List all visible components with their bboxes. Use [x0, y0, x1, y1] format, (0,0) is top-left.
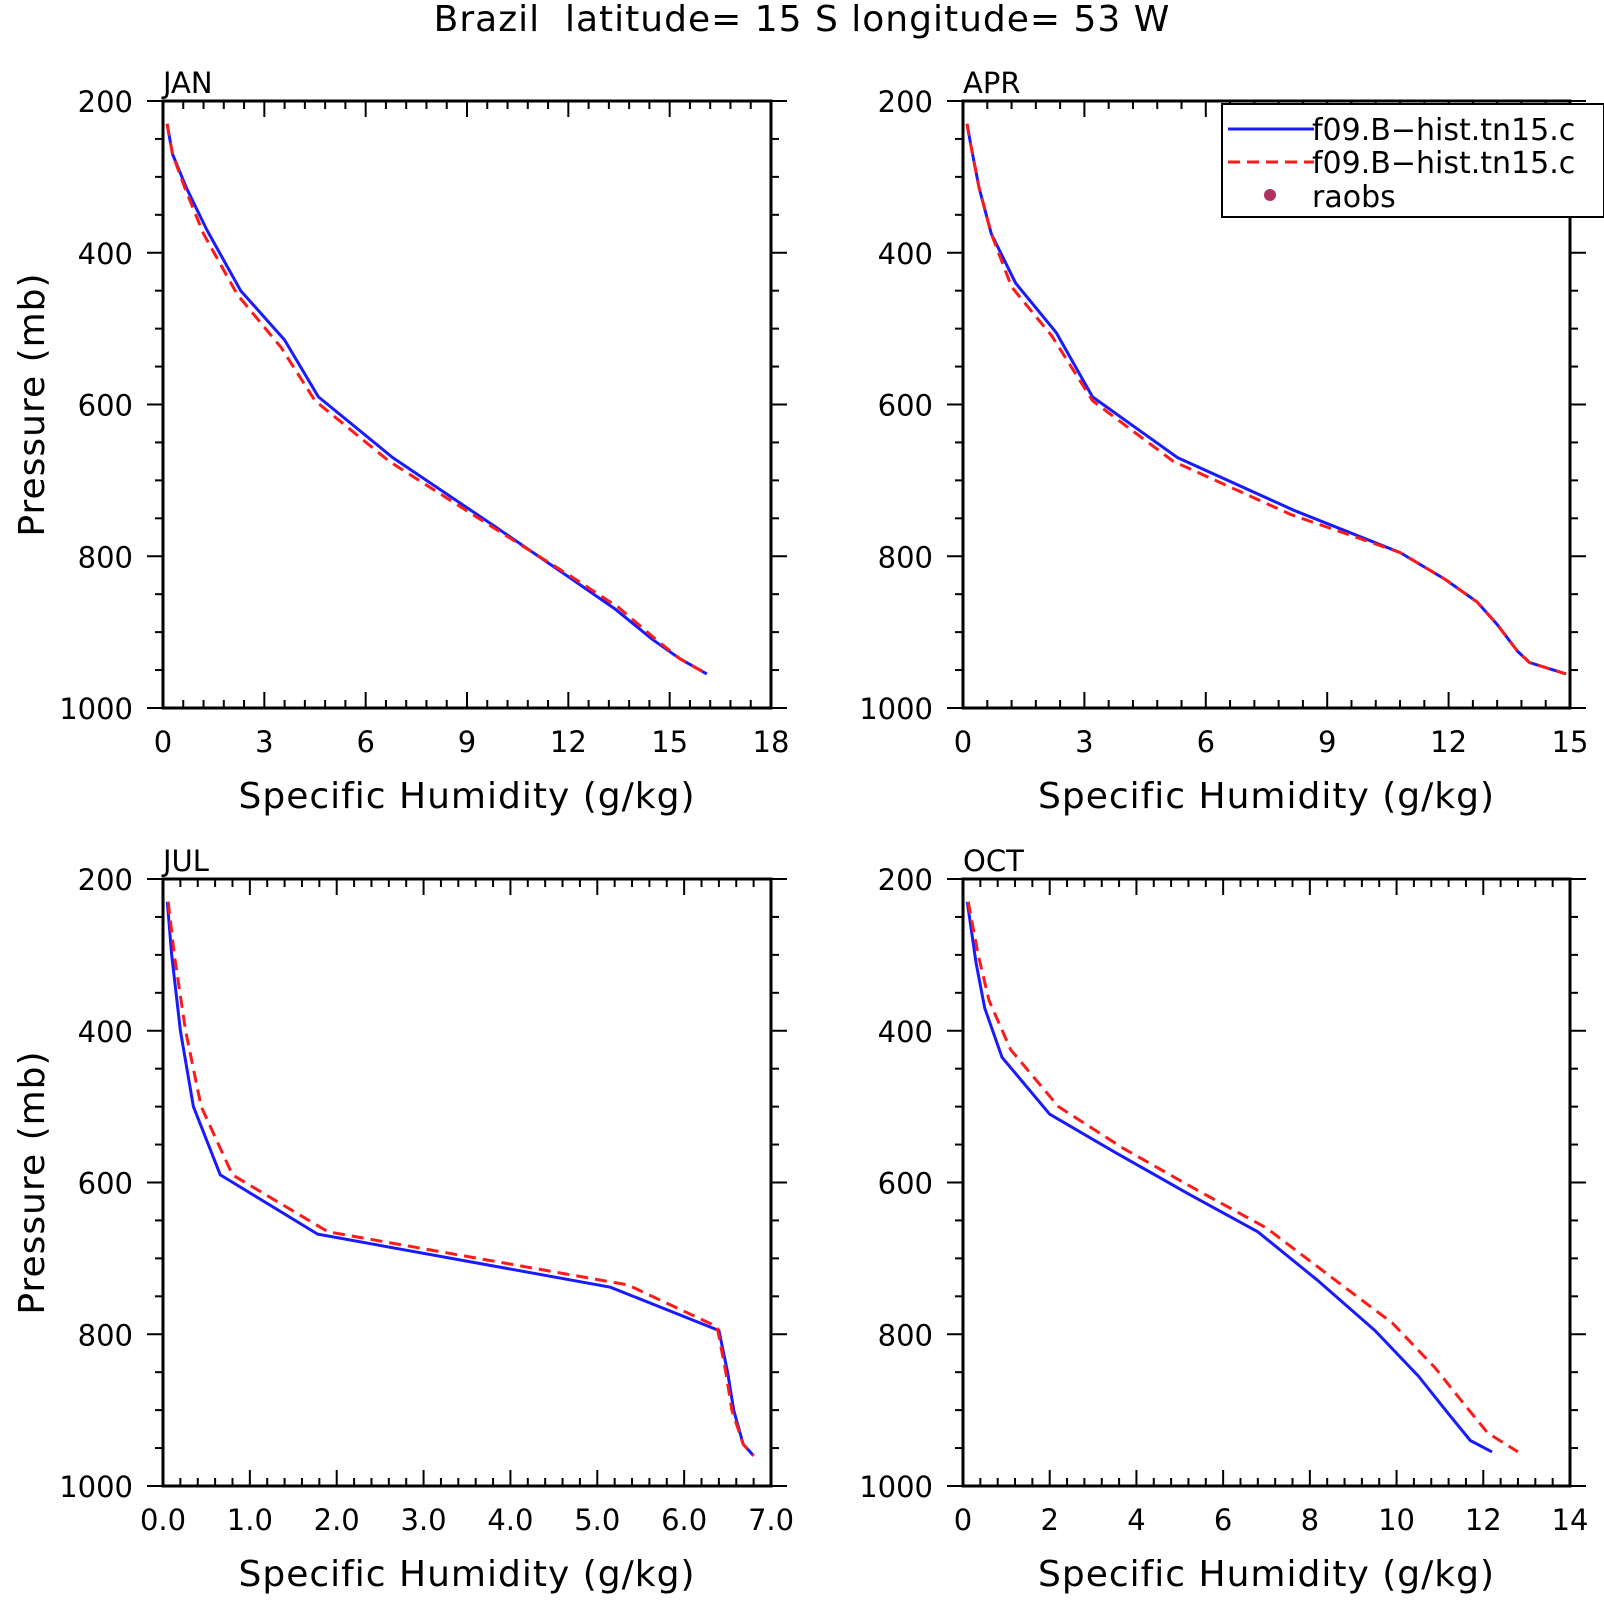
y-tick-label: 600: [78, 389, 133, 423]
x-tick-label: 6: [1214, 1503, 1232, 1537]
legend-label-0: f09.B−hist.tn15.c: [1312, 113, 1575, 148]
x-tick-label: 6: [1197, 725, 1215, 759]
series-line-model-1: [165, 901, 755, 1457]
figure-title: Brazil latitude= 15 S longitude= 53 W: [433, 0, 1171, 40]
x-tick-label: 12: [1430, 725, 1467, 759]
y-tick-label: 400: [878, 1015, 933, 1049]
series-line-model-1: [965, 901, 1493, 1454]
x-tick-label: 9: [458, 725, 476, 759]
legend-marker-2: [1264, 189, 1276, 201]
legend-box: [1221, 103, 1604, 218]
y-tick-label: 200: [78, 85, 133, 119]
y-tick-label: 800: [878, 540, 933, 574]
y-tick-label: 800: [878, 1318, 933, 1352]
x-tick-label: 7.0: [748, 1503, 794, 1537]
y-tick-label: 400: [78, 1015, 133, 1049]
plot-frame: [961, 877, 1572, 1488]
y-tick-label: 200: [78, 863, 133, 897]
panel-label: JUL: [161, 844, 209, 878]
y-tick-label: 600: [878, 389, 933, 423]
x-axis-label: Specific Humidity (g/kg): [1038, 1554, 1495, 1595]
x-tick-label: 15: [1552, 725, 1589, 759]
y-tick-label: 600: [78, 1167, 133, 1201]
plot-frame: [161, 877, 773, 1488]
x-tick-label: 6.0: [661, 1503, 707, 1537]
y-axis-label: Pressure (mb): [12, 272, 53, 536]
panel-label: OCT: [963, 844, 1024, 878]
y-tick-label: 800: [78, 1318, 133, 1352]
series-line-model-2: [166, 901, 755, 1457]
x-tick-label: 14: [1552, 1503, 1589, 1537]
panel-jan: 0 3 6 9 12 15 18 200 400 600 800 1000 JAN Specific Hu…: [12, 66, 789, 817]
x-tick-label: 10: [1378, 1503, 1415, 1537]
y-tick-label: 400: [878, 237, 933, 271]
x-axis-label: Specific Humidity (g/kg): [1038, 776, 1495, 817]
panel-apr: 0 3 6 9 12 15 200 400 600 800 1000 APR Specific Humi…: [859, 66, 1588, 817]
x-tick-label: 5.0: [574, 1503, 620, 1537]
panel-label: APR: [963, 66, 1020, 100]
panel-jul: 0.0 1.0 2.0 3.0 4.0 5.0 6.0 7.0 200 400 600 800 1000…: [12, 844, 794, 1595]
y-tick-label: 800: [78, 540, 133, 574]
x-tick-label: 1.0: [227, 1503, 273, 1537]
x-tick-label: 0: [954, 1503, 972, 1537]
y-tick-label: 1000: [59, 692, 133, 726]
y-tick-label: 400: [78, 237, 133, 271]
legend-label-2: raobs: [1312, 180, 1396, 215]
y-tick-label: 1000: [859, 692, 933, 726]
x-tick-label: 12: [1465, 1503, 1502, 1537]
panel-label: JAN: [161, 66, 213, 100]
x-tick-label: 2: [1040, 1503, 1058, 1537]
y-tick-label: 1000: [859, 1470, 933, 1504]
y-tick-label: 1000: [59, 1470, 133, 1504]
x-tick-label: 0: [154, 725, 172, 759]
y-tick-label: 200: [878, 85, 933, 119]
x-axis-label: Specific Humidity (g/kg): [238, 1554, 695, 1595]
x-tick-label: 3.0: [401, 1503, 447, 1537]
x-tick-label: 8: [1301, 1503, 1319, 1537]
series-line-model-2: [965, 123, 1567, 676]
x-tick-label: 18: [753, 725, 790, 759]
x-tick-label: 2.0: [314, 1503, 360, 1537]
x-tick-label: 4.0: [487, 1503, 533, 1537]
legend-label-1: f09.B−hist.tn15.c: [1312, 146, 1575, 181]
x-axis-label: Specific Humidity (g/kg): [238, 776, 695, 817]
x-tick-label: 3: [255, 725, 273, 759]
series-line-model-1: [965, 123, 1567, 676]
y-tick-label: 600: [878, 1167, 933, 1201]
x-tick-label: 6: [356, 725, 374, 759]
series-line-model-2: [165, 123, 708, 676]
x-tick-label: 0.0: [140, 1503, 186, 1537]
y-axis-label: Pressure (mb): [12, 1050, 53, 1314]
x-tick-label: 9: [1318, 725, 1336, 759]
x-tick-label: 3: [1075, 725, 1093, 759]
x-tick-label: 4: [1127, 1503, 1145, 1537]
legend: f09.B−hist.tn15.c f09.B−hist.tn15.c raob…: [1221, 103, 1604, 218]
y-tick-label: 200: [878, 863, 933, 897]
plot-frame: [161, 99, 773, 710]
panel-oct: 0 2 4 6 8 10 12 14 200 400 600 800 1000 OCT Specific H…: [859, 844, 1588, 1595]
x-tick-label: 0: [954, 725, 972, 759]
x-tick-label: 12: [550, 725, 587, 759]
series-line-model-1: [165, 123, 708, 676]
series-line-model-2: [966, 901, 1519, 1454]
x-tick-label: 15: [651, 725, 688, 759]
